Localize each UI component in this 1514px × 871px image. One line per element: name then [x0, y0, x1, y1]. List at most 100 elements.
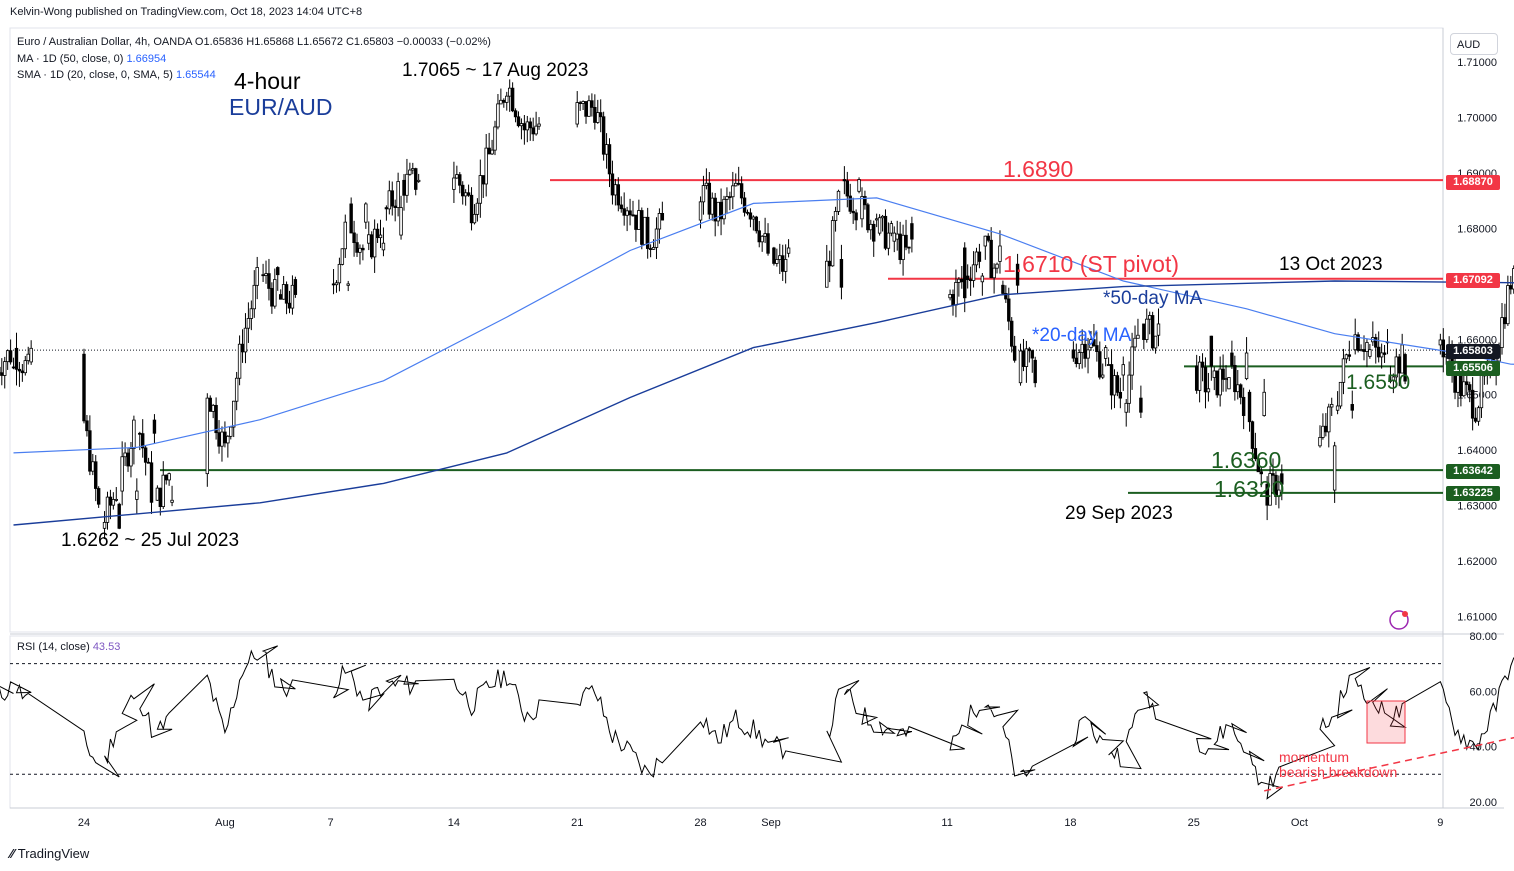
- candle: [601, 111, 606, 161]
- candle-body: [481, 175, 485, 185]
- candle-body: [458, 174, 462, 186]
- candle: [88, 415, 92, 476]
- candle: [455, 165, 459, 179]
- candle: [20, 363, 25, 382]
- candle: [1338, 381, 1343, 409]
- tradingview-logo[interactable]: ⁄⁄ TradingView: [10, 846, 89, 861]
- tv-brand-text: TradingView: [17, 846, 90, 861]
- candle: [146, 457, 151, 464]
- candle: [111, 492, 116, 510]
- candle-body: [281, 284, 286, 300]
- candle: [1476, 405, 1481, 426]
- price-tick-label: 1.66000: [1457, 334, 1497, 346]
- candle: [1150, 311, 1155, 351]
- candle: [8, 339, 13, 365]
- candle-body: [461, 184, 465, 197]
- candle: [214, 397, 218, 440]
- candle: [1253, 432, 1258, 462]
- candle: [772, 246, 776, 266]
- candle-body: [367, 234, 371, 244]
- candle: [164, 474, 168, 485]
- level-label-1-6550: 1.6550: [1346, 371, 1411, 394]
- candle: [334, 280, 339, 293]
- candle-body: [1253, 448, 1258, 460]
- candle: [507, 79, 512, 112]
- candle-body: [951, 294, 955, 306]
- candle-body: [1356, 334, 1360, 351]
- candle-body: [525, 121, 530, 131]
- candle-body: [880, 215, 885, 219]
- candle-body: [340, 248, 345, 265]
- candle-body: [378, 234, 383, 239]
- candle-body: [830, 220, 835, 267]
- publisher-line: Kelvin-Wong published on TradingView.com…: [10, 6, 363, 18]
- candle: [731, 171, 735, 210]
- candle: [1256, 455, 1261, 473]
- currency-button[interactable]: AUD: [1450, 33, 1498, 55]
- candle-body: [766, 233, 770, 254]
- candle-body: [284, 284, 289, 304]
- candle-body: [1001, 284, 1005, 294]
- candle: [581, 100, 585, 111]
- candle-body: [405, 173, 409, 196]
- candle: [1330, 397, 1334, 416]
- candle-body: [94, 461, 98, 489]
- candle: [1027, 346, 1032, 363]
- candle-body: [986, 235, 990, 241]
- candle-body: [1262, 391, 1266, 416]
- candle: [82, 348, 86, 424]
- candle: [1277, 475, 1281, 509]
- candle: [590, 93, 594, 117]
- candle-body: [593, 106, 597, 123]
- ma-legend[interactable]: MA · 1D (50, close, 0) 1.66954: [17, 53, 166, 65]
- candle: [710, 192, 714, 221]
- candle: [877, 214, 882, 236]
- candle-body: [273, 279, 277, 307]
- candle-body: [331, 283, 336, 286]
- candle-body: [3, 361, 7, 376]
- candle: [522, 115, 527, 145]
- candle-body: [886, 232, 891, 249]
- candle: [340, 248, 345, 266]
- candle: [96, 486, 101, 508]
- candle: [484, 134, 488, 197]
- candle: [757, 220, 761, 248]
- candle-body: [1347, 354, 1352, 357]
- candle: [85, 415, 89, 437]
- candle: [367, 221, 371, 251]
- sma-legend[interactable]: SMA · 1D (20, close, 0, SMA, 5) 1.65544: [17, 69, 216, 81]
- candle-body: [860, 196, 864, 220]
- candle-body: [1021, 350, 1026, 367]
- candle: [1118, 377, 1123, 409]
- candle: [977, 243, 982, 269]
- candle-body: [358, 247, 362, 253]
- candle: [986, 233, 990, 243]
- candle-body: [129, 448, 133, 467]
- candle: [872, 220, 876, 257]
- candle-body: [778, 255, 782, 260]
- candle: [143, 445, 148, 476]
- candle: [469, 187, 474, 231]
- candle-body: [17, 368, 22, 372]
- candle: [1145, 308, 1149, 343]
- candle-body: [246, 318, 251, 329]
- candle: [1224, 365, 1228, 392]
- candle: [534, 111, 538, 136]
- candle-body: [1368, 349, 1372, 357]
- candle-body: [0, 372, 4, 376]
- candle: [466, 184, 471, 197]
- candle: [619, 196, 623, 213]
- symbol-legend[interactable]: Euro / Australian Dollar, 4h, OANDA O1.6…: [17, 36, 491, 48]
- candle: [654, 217, 659, 259]
- candle-body: [1236, 384, 1240, 393]
- rsi-legend[interactable]: RSI (14, close) 43.53: [17, 641, 120, 653]
- candle: [1506, 275, 1510, 326]
- candle: [645, 207, 650, 259]
- candle: [458, 172, 462, 194]
- candle: [123, 442, 127, 466]
- candle-body: [1335, 405, 1340, 411]
- candle-body: [734, 182, 738, 187]
- candle: [1374, 333, 1378, 364]
- candle: [229, 425, 233, 440]
